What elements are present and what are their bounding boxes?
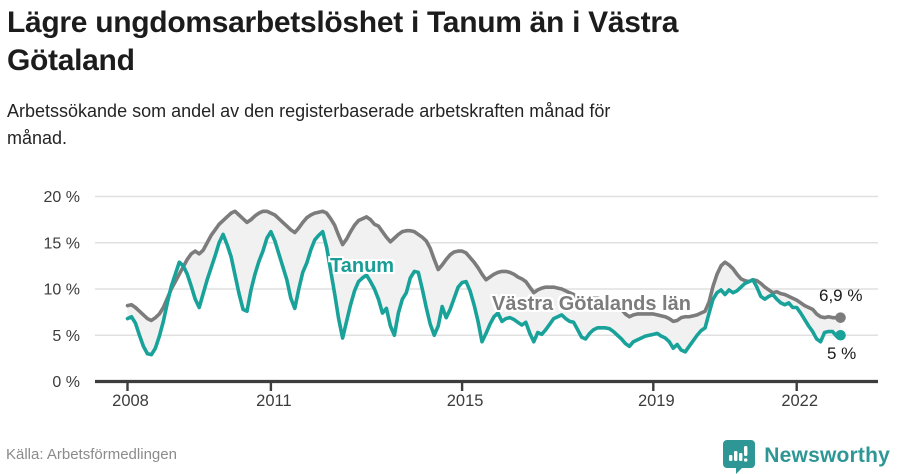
svg-text:10 %: 10 %	[44, 282, 80, 299]
svg-text:15 %: 15 %	[44, 235, 80, 252]
newsworthy-chart-bubble-icon	[723, 440, 756, 474]
page-title: Lägre ungdomsarbetslöshet i Tanum än i V…	[7, 6, 679, 78]
svg-text:20 %: 20 %	[44, 189, 80, 206]
svg-text:2008: 2008	[112, 392, 149, 410]
end-value-vastra-gotalands-lan: 6,9 %	[819, 286, 863, 305]
newsworthy-logo: Newsworthy	[721, 438, 890, 474]
svg-text:2015: 2015	[447, 392, 484, 410]
source-note: Källa: Arbetsförmedlingen	[6, 446, 177, 463]
line-chart: 0 % 5 % 10 % 15 % 20 % 2008 2011 2015 2019 2022 T…	[0, 168, 900, 418]
page-subtitle: Arbetssökande som andel av den registerb…	[7, 101, 611, 148]
svg-text:0 %: 0 %	[52, 374, 80, 391]
svg-text:2011: 2011	[256, 392, 291, 410]
newsworthy-wordmark: Newsworthy	[764, 444, 890, 467]
svg-text:2019: 2019	[638, 392, 675, 410]
end-value-tanum: 5 %	[827, 344, 857, 363]
chart-canvas: 0 % 5 % 10 % 15 % 20 % 2008 2011 2015 2019 2022	[44, 189, 878, 410]
svg-text:2022: 2022	[781, 392, 818, 410]
svg-text:5 %: 5 %	[52, 328, 80, 345]
series-label-tanum: Tanum	[330, 255, 395, 277]
series-label-vastra-gotalands-lan: Västra Götalands län	[492, 293, 691, 315]
